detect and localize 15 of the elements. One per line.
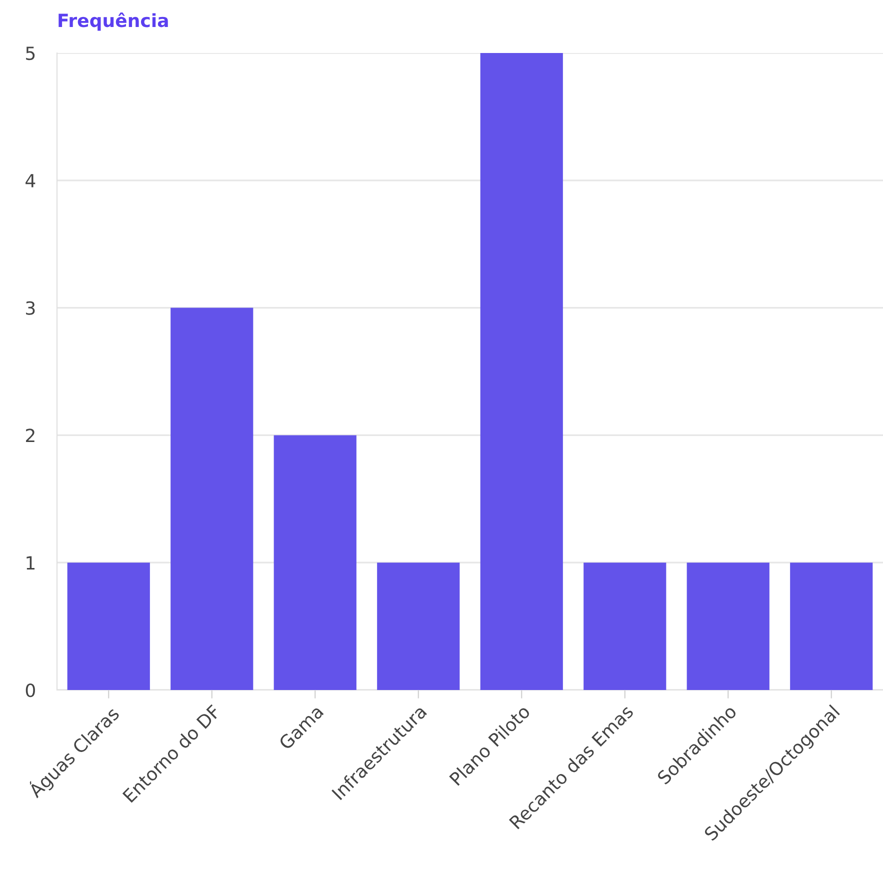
y-tick-label: 1 (26, 556, 34, 570)
y-tick-label: 4 (26, 174, 36, 188)
bar (790, 562, 873, 690)
y-tick-label: 5 (26, 46, 35, 60)
y-tick-label: 3 (26, 301, 35, 315)
bar (170, 308, 254, 690)
y-tick-label: 2 (26, 428, 34, 442)
bar (67, 562, 150, 690)
bar (480, 53, 563, 690)
bar (584, 562, 666, 690)
bar (274, 435, 356, 690)
y-axis-title: Frequência (58, 12, 168, 31)
bar (686, 562, 770, 690)
bar (377, 562, 460, 690)
y-tick-label: 0 (26, 683, 35, 698)
